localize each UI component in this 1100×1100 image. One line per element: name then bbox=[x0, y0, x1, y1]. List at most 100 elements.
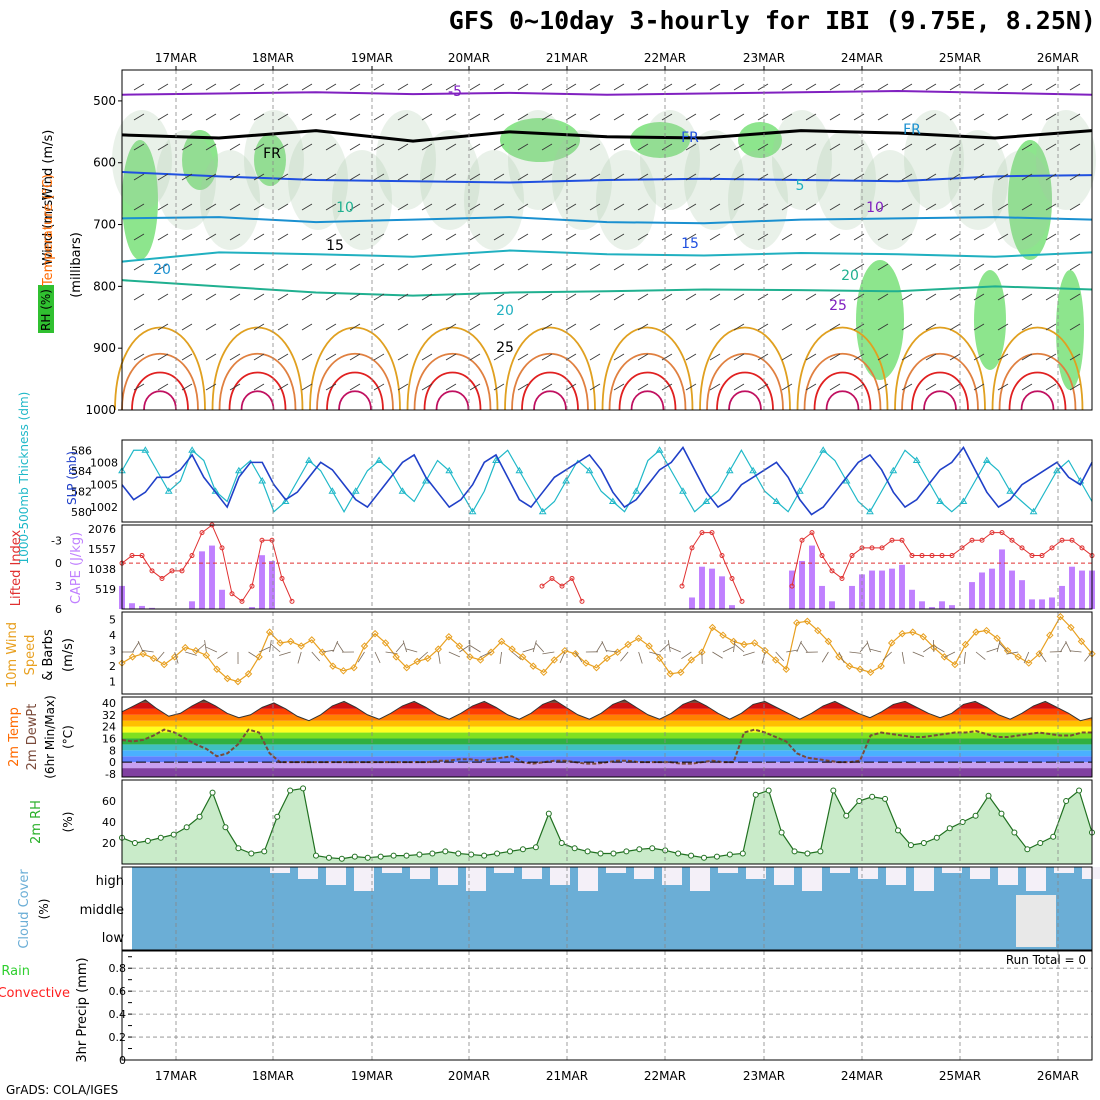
wind-barb bbox=[301, 113, 313, 121]
li-marker bbox=[1029, 553, 1035, 559]
wind-barb bbox=[1021, 263, 1033, 271]
wind-barb bbox=[301, 263, 313, 271]
wind-barb bbox=[469, 383, 481, 391]
wind-tick-label: 2 bbox=[109, 660, 116, 673]
cape-bar bbox=[1059, 585, 1065, 609]
wind-barb-10m bbox=[866, 640, 871, 653]
wind-barb bbox=[925, 143, 937, 151]
wind-barb bbox=[397, 113, 409, 121]
wind-barb bbox=[541, 263, 553, 271]
wind-barb bbox=[709, 293, 721, 301]
rh-shade bbox=[122, 140, 158, 260]
thickness-marker bbox=[351, 487, 360, 494]
temp-tick-label: 24 bbox=[102, 721, 116, 734]
wind-barb bbox=[949, 173, 961, 181]
isotherm-label: FR bbox=[263, 146, 281, 162]
precip-tick-label: 0.2 bbox=[109, 1031, 127, 1044]
wind-speed-marker bbox=[1067, 623, 1075, 632]
li-marker bbox=[799, 537, 805, 543]
wind-barb bbox=[901, 263, 913, 271]
wind-speed-marker bbox=[624, 640, 632, 649]
rh2m-marker bbox=[170, 831, 177, 838]
wind-barb bbox=[325, 383, 337, 391]
wind-barb bbox=[349, 203, 361, 211]
rh-shade-light bbox=[640, 110, 700, 210]
wind-barb bbox=[805, 113, 817, 121]
wind-barb bbox=[997, 353, 1009, 361]
wind-barb bbox=[445, 383, 457, 391]
wind-barb bbox=[493, 203, 505, 211]
wind-barb bbox=[949, 323, 961, 331]
wind-barb-10m bbox=[667, 640, 671, 653]
wind-barb bbox=[253, 203, 265, 211]
isotherm-label: 20 bbox=[841, 268, 859, 284]
isotherm-loop bbox=[618, 371, 677, 411]
wind-speed-marker bbox=[877, 662, 885, 670]
temp-band bbox=[122, 732, 1092, 739]
panel-frame-precip bbox=[121, 950, 1093, 1061]
wind-speed-marker bbox=[213, 665, 221, 673]
wind-barb bbox=[901, 113, 913, 121]
wind-barb bbox=[565, 143, 577, 151]
wind-barb-10m bbox=[185, 651, 197, 656]
wind-barb bbox=[253, 233, 265, 241]
wind-barb bbox=[229, 353, 241, 361]
wind-barb bbox=[517, 263, 529, 271]
wind-barb bbox=[613, 293, 625, 301]
wind-speed-marker bbox=[866, 668, 875, 677]
thickness-marker bbox=[281, 497, 290, 504]
slp-tick-label: 1002 bbox=[90, 501, 118, 514]
li-tick-label: 0 bbox=[55, 557, 62, 570]
temp-band bbox=[122, 768, 1092, 777]
wind-speed-marker bbox=[634, 634, 643, 643]
wind-barb-10m bbox=[712, 651, 723, 659]
wind-barb bbox=[1021, 143, 1033, 151]
isotherm-label: 5 bbox=[796, 178, 805, 194]
li-marker bbox=[989, 530, 995, 536]
thickness-tick-label: 586 bbox=[71, 444, 92, 457]
li-marker bbox=[879, 545, 885, 551]
isotherm-label: 25 bbox=[829, 298, 847, 314]
wind-barb bbox=[1045, 293, 1057, 301]
rh2m-area bbox=[122, 788, 1092, 864]
wind-barb bbox=[541, 203, 553, 211]
wind-speed-marker bbox=[413, 657, 421, 666]
wind-barb bbox=[613, 203, 625, 211]
wind-barb-10m bbox=[332, 640, 339, 653]
credit-label: GrADS: COLA/IGES bbox=[6, 1083, 119, 1097]
wind-barb bbox=[589, 323, 601, 331]
li-marker bbox=[719, 553, 725, 559]
rh2m-marker bbox=[183, 824, 190, 831]
wind-barb bbox=[229, 143, 241, 151]
rh2m-marker bbox=[869, 793, 876, 800]
wind-barb bbox=[709, 203, 721, 211]
thickness-marker bbox=[1053, 466, 1061, 474]
ylabel-cloud-unit: (%) bbox=[37, 899, 51, 920]
wind-barb bbox=[181, 233, 193, 241]
wind-speed-marker bbox=[761, 646, 769, 655]
rh2m-marker bbox=[390, 852, 397, 859]
ylabel-temperature: Temperature (°C) bbox=[41, 174, 56, 287]
wind-barb-10m bbox=[933, 645, 945, 653]
wind-barb bbox=[565, 293, 577, 301]
wind-barb bbox=[949, 233, 961, 241]
temp-band bbox=[122, 762, 1092, 769]
cloud-gap-high bbox=[466, 867, 486, 891]
cape-bar bbox=[1039, 599, 1045, 609]
precip-tick-label: 0.8 bbox=[109, 962, 127, 975]
wind-speed-marker bbox=[729, 637, 738, 646]
wind-speed-marker bbox=[793, 619, 801, 627]
wind-speed-marker bbox=[318, 648, 327, 656]
cape-bar bbox=[1069, 566, 1075, 609]
wind-barb bbox=[1069, 173, 1081, 181]
rh2m-marker bbox=[933, 834, 940, 841]
wind-barb-10m bbox=[437, 651, 441, 664]
isotherm-line bbox=[121, 216, 1093, 225]
wind-barb bbox=[805, 293, 817, 301]
cape-bar bbox=[889, 568, 895, 609]
wind-barb bbox=[949, 383, 961, 391]
rh2m-marker bbox=[416, 851, 423, 858]
cape-bar bbox=[879, 570, 885, 609]
frame-layer bbox=[118, 66, 1093, 1061]
wind-barb-10m bbox=[204, 640, 207, 653]
